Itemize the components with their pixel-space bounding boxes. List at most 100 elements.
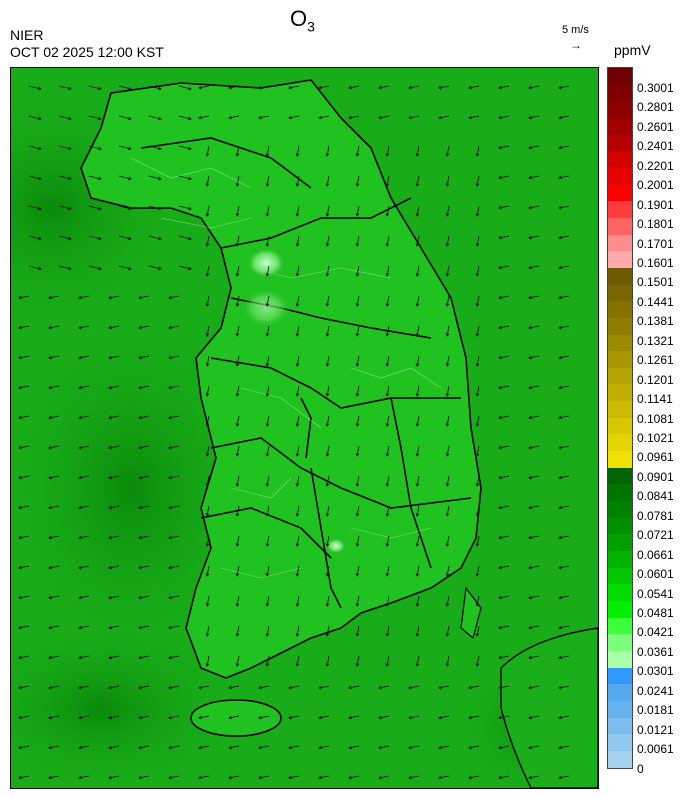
colorbar-label: 0.0901: [637, 469, 674, 484]
wind-arrow: [288, 685, 300, 690]
wind-arrow: [415, 265, 420, 277]
wind-arrow: [78, 445, 90, 450]
wind-arrow: [235, 565, 240, 577]
wind-arrow: [235, 445, 240, 457]
wind-arrow: [445, 655, 450, 667]
wind-arrow: [528, 505, 540, 510]
wind-arrow: [385, 415, 390, 427]
wind-arrow: [415, 595, 420, 607]
wind-arrow: [475, 325, 480, 337]
wind-arrow: [168, 295, 180, 300]
wind-arrow: [118, 85, 132, 91]
wind-arrow: [18, 745, 30, 750]
wind-arrow: [265, 535, 270, 547]
wind-arrow: [325, 355, 330, 367]
wind-arrow: [148, 115, 162, 121]
colorbar: [607, 67, 633, 769]
wind-arrow: [468, 85, 480, 90]
wind-arrow: [355, 205, 360, 217]
wind-arrow: [498, 745, 510, 750]
wind-arrow: [148, 205, 162, 211]
colorbar-cell: [608, 317, 632, 335]
wind-arrow: [18, 685, 30, 690]
colorbar-label: 0.2601: [637, 119, 674, 134]
colorbar-label: 0: [637, 761, 644, 776]
wind-arrow: [18, 475, 30, 480]
wind-arrow: [78, 775, 90, 780]
wind-arrow: [528, 475, 540, 480]
wind-arrow: [528, 625, 540, 630]
wind-arrow: [558, 145, 570, 150]
wind-arrow: [355, 505, 360, 517]
wind-arrow: [265, 235, 270, 247]
wind-arrow: [18, 655, 30, 660]
wind-arrow: [118, 175, 132, 181]
wind-arrow: [88, 145, 102, 151]
wind-arrow: [168, 715, 180, 720]
wind-arrow: [18, 325, 30, 330]
wind-arrow: [558, 535, 570, 540]
wind-arrow: [265, 445, 270, 457]
wind-arrow: [108, 685, 120, 690]
wind-arrow: [178, 85, 192, 91]
wind-arrow: [18, 505, 30, 510]
colorbar-label: 0.1701: [637, 236, 674, 251]
wind-arrow: [558, 745, 570, 750]
wind-arrow: [475, 295, 480, 307]
wind-arrow: [498, 565, 510, 570]
wind-arrow: [48, 295, 60, 300]
wind-arrow: [138, 385, 150, 390]
wind-arrow: [445, 625, 450, 637]
wind-arrow: [295, 205, 300, 217]
colorbar-cell: [608, 267, 632, 285]
wind-arrow: [355, 625, 360, 637]
colorbar-cell: [608, 201, 632, 218]
wind-arrow: [468, 745, 480, 750]
wind-arrow: [265, 295, 270, 307]
wind-arrow: [528, 685, 540, 690]
wind-arrow: [235, 265, 240, 277]
wind-arrow: [355, 415, 360, 427]
wind-arrow: [318, 745, 330, 750]
wind-arrow: [558, 205, 570, 210]
wind-arrow: [178, 205, 192, 211]
wind-arrow: [28, 115, 42, 121]
wind-arrow: [528, 655, 540, 660]
wind-arrow: [138, 715, 150, 720]
wind-arrow: [168, 565, 180, 570]
colorbar-cell: [608, 584, 632, 601]
wind-arrow: [558, 655, 570, 660]
wind-arrow: [138, 415, 150, 420]
datetime-label: OCT 02 2025 12:00 KST: [10, 44, 164, 60]
wind-arrow: [325, 445, 330, 457]
wind-arrow: [168, 625, 180, 630]
colorbar-label: 0.0361: [637, 644, 674, 659]
wind-arrow: [498, 85, 510, 90]
wind-arrow: [295, 265, 300, 277]
wind-arrow: [198, 715, 210, 720]
wind-arrow: [445, 535, 450, 547]
wind-arrow: [528, 415, 540, 420]
wind-arrow: [265, 355, 270, 367]
wind-arrow: [48, 715, 60, 720]
wind-arrow: [445, 205, 450, 217]
colorbar-cell: [608, 717, 632, 735]
wind-arrow: [378, 685, 390, 690]
wind-arrow: [265, 565, 270, 577]
wind-arrow: [385, 385, 390, 397]
wind-arrow: [325, 205, 330, 217]
wind-arrow: [258, 685, 270, 690]
wind-arrow: [48, 595, 60, 600]
korea-land: [80, 79, 482, 679]
wind-arrow: [445, 565, 450, 577]
wind-arrow: [325, 415, 330, 427]
wind-arrow: [355, 295, 360, 307]
wind-arrow: [355, 445, 360, 457]
wind-arrow: [138, 445, 150, 450]
wind-arrow: [228, 85, 240, 90]
wind-arrow: [78, 565, 90, 570]
wind-arrow: [415, 295, 420, 307]
wind-arrow: [48, 625, 60, 630]
wind-arrow: [168, 445, 180, 450]
wind-arrow: [385, 445, 390, 457]
